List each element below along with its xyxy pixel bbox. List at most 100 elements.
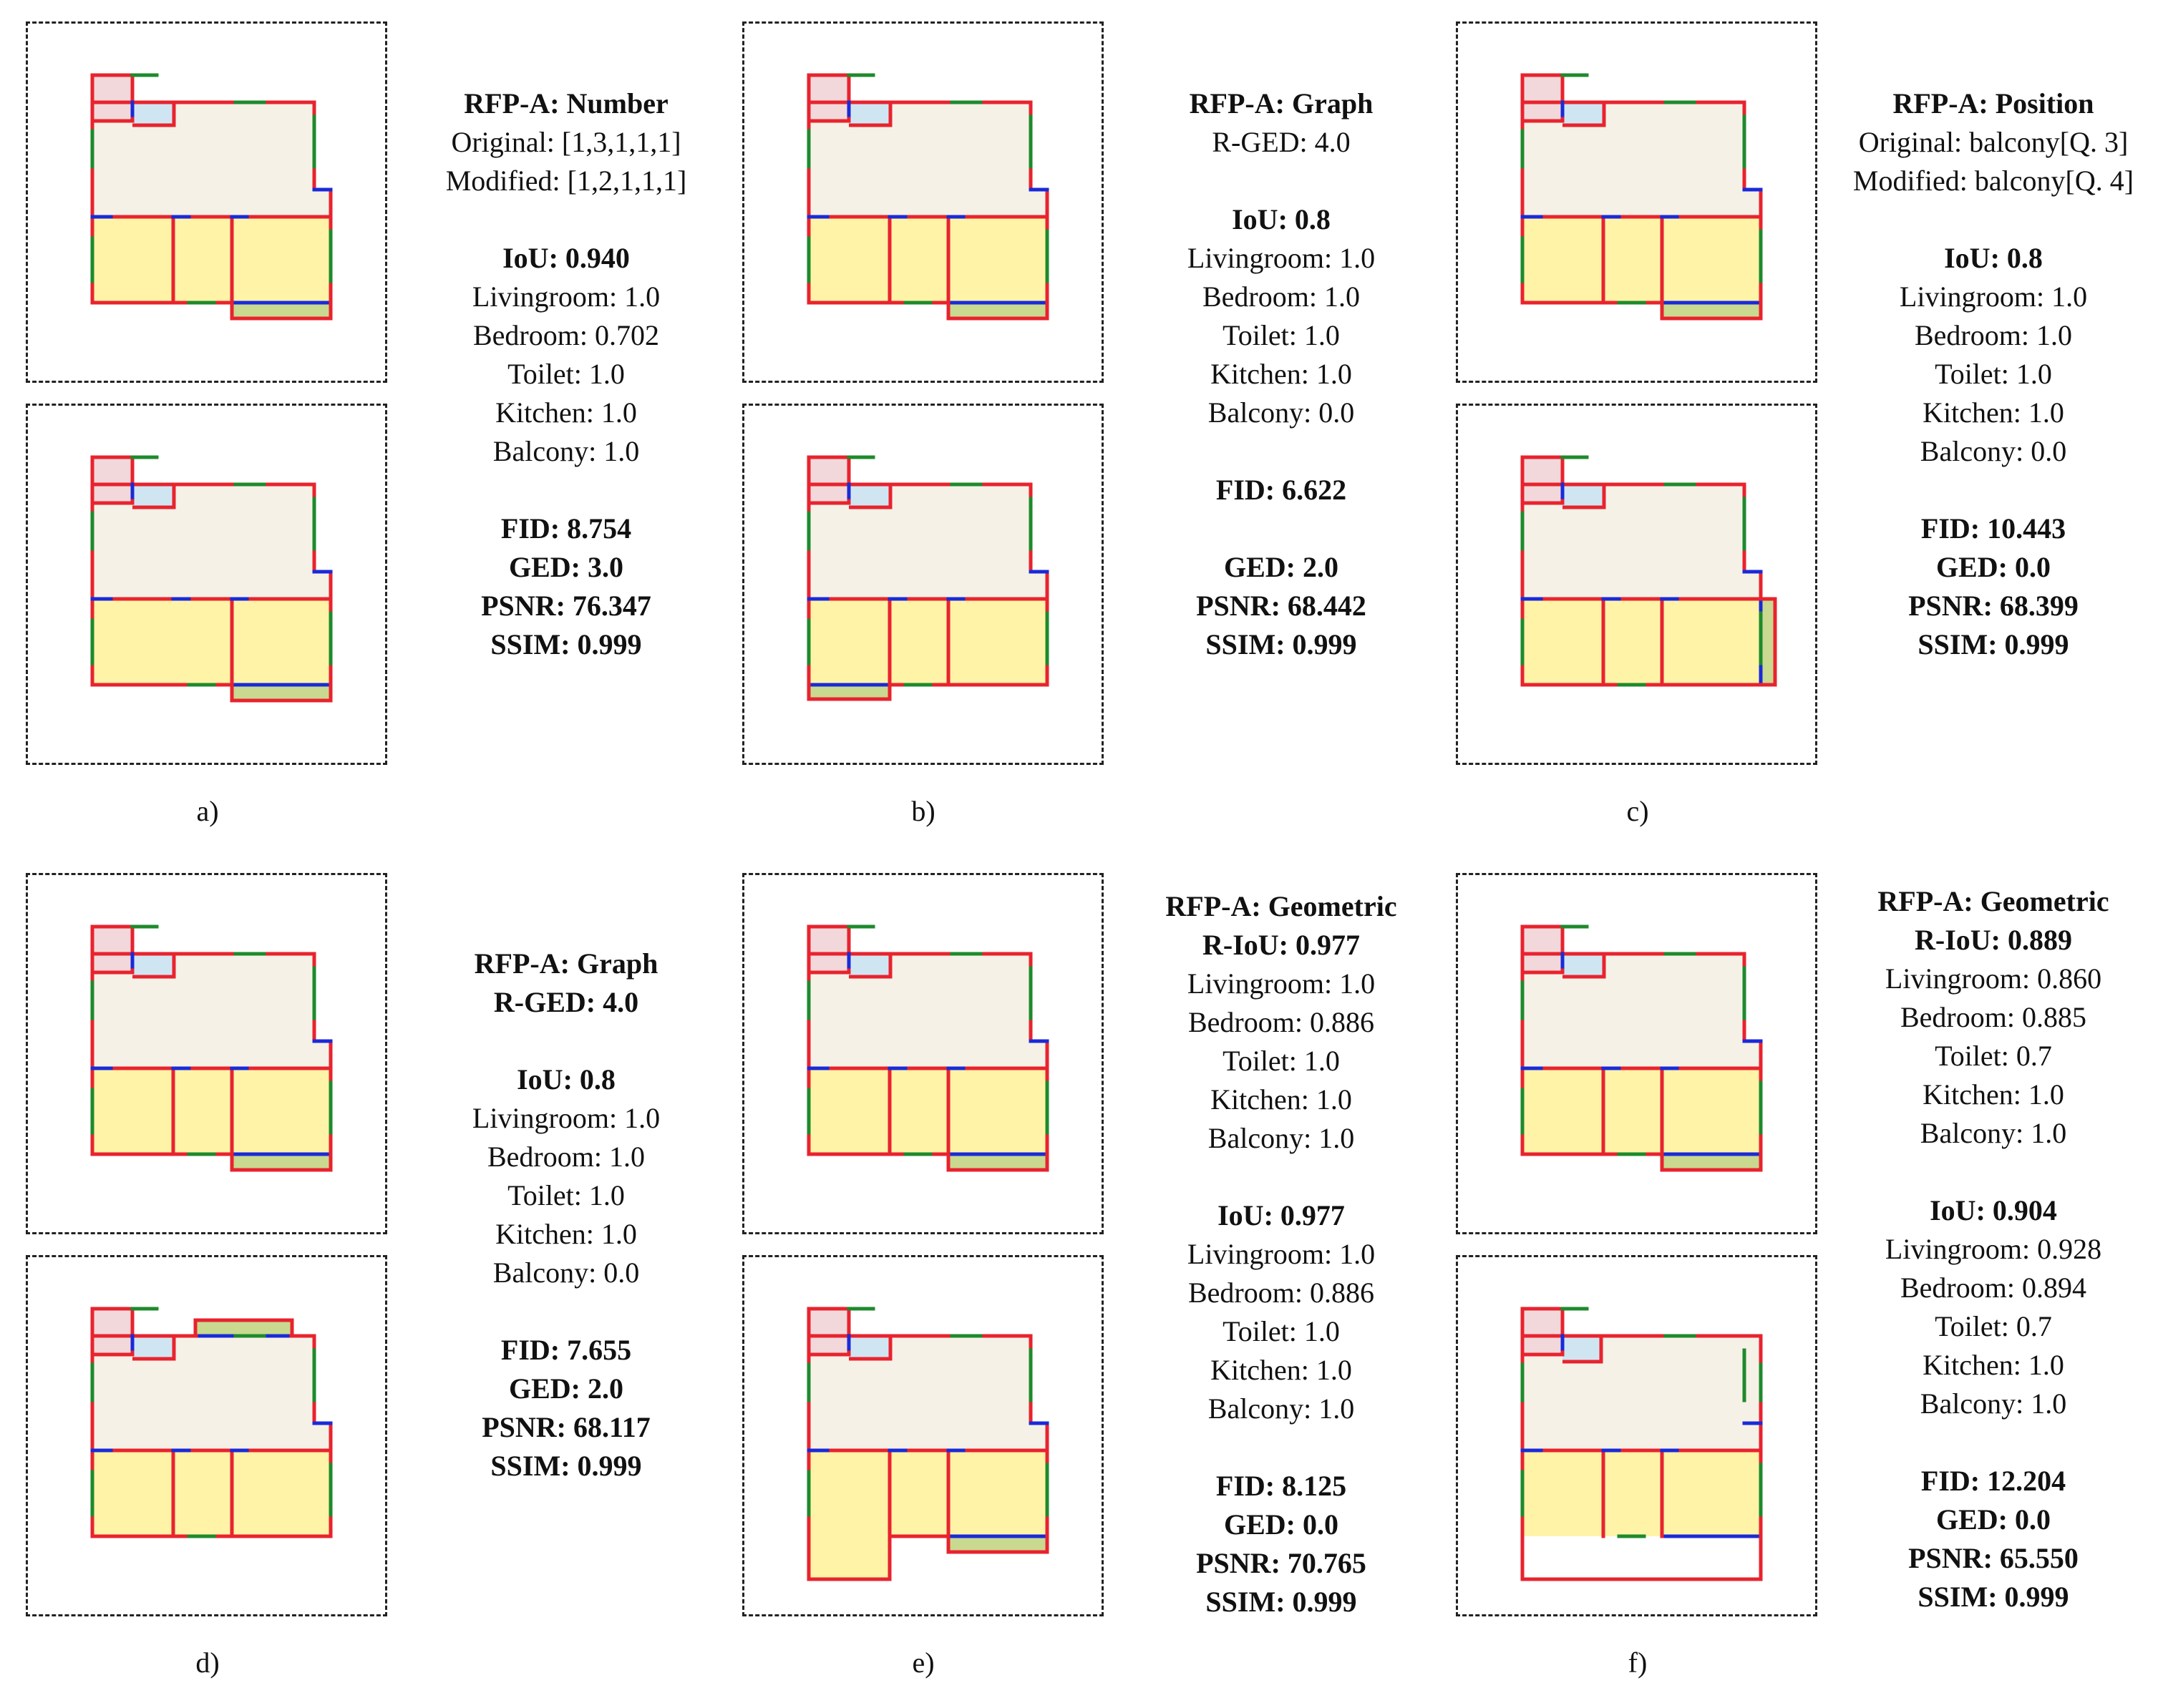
floorplan-d-original <box>90 924 333 1172</box>
panel-b-modified-box <box>742 404 1104 765</box>
balcony-wall <box>946 1536 1049 1554</box>
livingroom-area <box>92 954 331 1068</box>
metric-line: PSNR: 68.442 <box>1196 590 1366 622</box>
metric-line: FID: 10.443 <box>1920 512 2066 545</box>
bedroom-area <box>173 1068 232 1154</box>
metric-line: Livingroom: 1.0 <box>1187 1238 1376 1270</box>
metric-line: IoU: 0.8 <box>1944 242 2043 274</box>
toilet-wall <box>1562 954 1606 979</box>
metric-line: Kitchen: 1.0 <box>1210 1354 1352 1386</box>
metric-line: Original: balcony[Q. 3] <box>1858 126 2129 158</box>
bedroom-area <box>232 599 331 685</box>
livingroom-area <box>809 102 1047 217</box>
panel-b-original-box <box>742 21 1104 383</box>
toilet-wall <box>132 484 176 509</box>
metric-line <box>1138 509 1424 548</box>
toilet-wall <box>849 484 893 509</box>
floorplan-b-original <box>807 73 1049 321</box>
metric-line: Toilet: 1.0 <box>507 358 625 390</box>
panel-a-label: a) <box>196 795 219 827</box>
balcony-wall <box>1660 303 1763 321</box>
metric-line: SSIM: 0.999 <box>1205 1586 1357 1618</box>
balcony-wall <box>193 1318 294 1336</box>
panel-b-metrics: RFP-A: Graph R-GED: 4.0 IoU: 0.8 Livingroom… <box>1138 84 1424 664</box>
floorplan-e-modified <box>807 1307 1049 1581</box>
metric-line: Balcony: 1.0 <box>492 435 640 467</box>
toilet-area <box>132 102 174 125</box>
livingroom-area <box>809 484 1047 599</box>
metric-line <box>1138 1428 1424 1467</box>
panel-f-modified-box <box>1456 1255 1817 1616</box>
balcony-area <box>809 685 890 699</box>
metric-line: Bedroom: 1.0 <box>1202 280 1360 313</box>
metric-line: IoU: 0.8 <box>517 1063 616 1095</box>
metric-line: Balcony: 1.0 <box>1207 1392 1355 1425</box>
metric-line: PSNR: 70.765 <box>1196 1547 1366 1579</box>
bedroom-area <box>232 217 331 303</box>
livingroom-area <box>1522 954 1761 1068</box>
bedroom-area <box>1662 599 1761 685</box>
toilet-wall <box>1562 102 1606 127</box>
bedroom-area <box>948 217 1047 303</box>
bedroom-area <box>809 1068 890 1154</box>
panel-a-original-box <box>26 21 387 383</box>
toilet-area <box>132 484 174 507</box>
metric-line: Kitchen: 1.0 <box>1210 1083 1352 1116</box>
floorplan-d-modified <box>90 1307 333 1538</box>
metric-line: Balcony: 0.0 <box>1920 435 2067 467</box>
bedroom-area <box>890 217 948 303</box>
panel-f-label: f) <box>1628 1646 1648 1679</box>
balcony-wall <box>1761 597 1777 687</box>
metric-line: Bedroom: 0.885 <box>1900 1001 2086 1033</box>
bedroom-area <box>232 1068 331 1154</box>
bedroom-area <box>1662 217 1761 303</box>
balcony-area <box>948 1154 1047 1170</box>
toilet-area <box>849 484 890 507</box>
metric-line: Livingroom: 0.928 <box>1885 1233 2102 1265</box>
livingroom-area <box>809 954 1047 1068</box>
metric-line: GED: 0.0 <box>1936 551 2051 583</box>
metric-line: SSIM: 0.999 <box>1917 628 2069 660</box>
toilet-wall <box>132 102 176 127</box>
bedroom-area <box>232 1450 331 1536</box>
metric-line: GED: 3.0 <box>509 551 623 583</box>
metric-line: RFP-A: Graph <box>474 947 658 980</box>
metric-line: RFP-A: Geometric <box>1165 890 1397 922</box>
metric-line <box>1850 200 2137 239</box>
metric-line: Bedroom: 0.886 <box>1188 1277 1374 1309</box>
metric-line: Balcony: 1.0 <box>1920 1117 2067 1149</box>
panel-f-metrics: RFP-A: Geometric R-IoU: 0.889 Livingroom: … <box>1850 882 2137 1616</box>
metric-line: R-GED: 4.0 <box>493 986 639 1018</box>
bedroom-area <box>1603 217 1662 303</box>
floorplan-c-original <box>1520 73 1763 321</box>
metric-line: Balcony: 1.0 <box>1920 1387 2067 1420</box>
metric-line: Bedroom: 0.894 <box>1900 1272 2086 1304</box>
metric-line: Toilet: 1.0 <box>1223 319 1340 351</box>
metric-line: Livingroom: 1.0 <box>472 280 661 313</box>
panel-b-label: b) <box>911 795 935 827</box>
bedroom-area <box>890 1068 948 1154</box>
metric-line: Kitchen: 1.0 <box>495 1218 637 1250</box>
metric-line: Toilet: 0.7 <box>1935 1310 2052 1342</box>
kitchen-area <box>92 457 132 503</box>
panel-d-label: d) <box>195 1646 220 1679</box>
metric-line: Livingroom: 1.0 <box>1899 280 2088 313</box>
bedroom-area <box>1522 1450 1603 1536</box>
metric-line: Kitchen: 1.0 <box>1923 396 2064 429</box>
bedroom-area <box>1522 599 1603 685</box>
metric-line <box>1138 1158 1424 1196</box>
metric-line: Bedroom: 0.702 <box>473 319 659 351</box>
metric-line: GED: 0.0 <box>1936 1503 2051 1536</box>
bedroom-area <box>1603 1068 1662 1154</box>
bedroom-area <box>173 1450 232 1536</box>
metric-line: Modified: [1,2,1,1,1] <box>445 165 687 197</box>
bedroom-area <box>1603 599 1662 685</box>
metric-line: Toilet: 0.7 <box>1935 1040 2052 1072</box>
livingroom-area <box>92 484 331 599</box>
metric-line: IoU: 0.940 <box>502 242 630 274</box>
balcony-wall <box>807 685 892 701</box>
panel-c-label: c) <box>1626 795 1649 827</box>
metric-line: RFP-A: Position <box>1892 87 2094 119</box>
kitchen-area <box>809 457 849 503</box>
kitchen-area <box>1522 75 1562 121</box>
